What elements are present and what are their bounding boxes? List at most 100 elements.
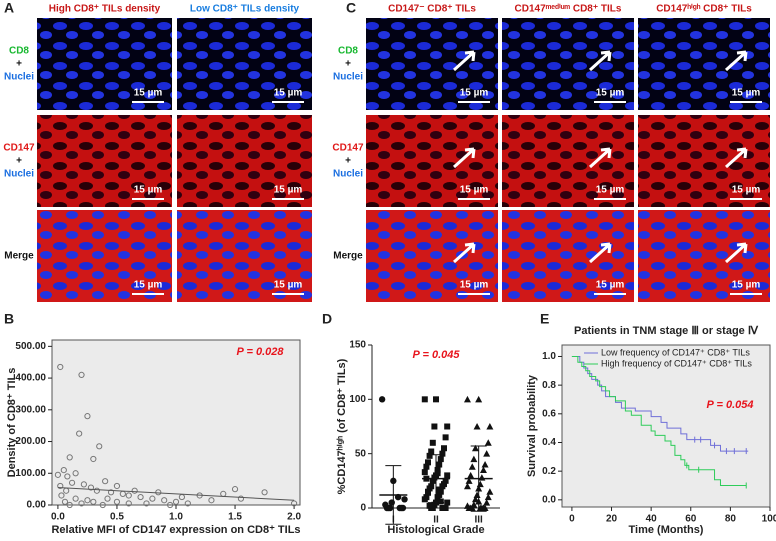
point bbox=[463, 502, 471, 509]
y-tick-label: 0.2 bbox=[542, 466, 556, 477]
arrow bbox=[724, 50, 748, 72]
y-axis-label: Density of CD8⁺ TILs bbox=[6, 368, 18, 478]
scale-bar-label: 15 µm bbox=[596, 280, 625, 291]
x-tick-label: 60 bbox=[685, 514, 697, 525]
column-header: Low CD8⁺ TILs density bbox=[190, 4, 300, 15]
micrograph bbox=[502, 115, 634, 207]
point bbox=[388, 499, 395, 506]
point bbox=[470, 455, 478, 463]
row-label: Nuclei bbox=[4, 169, 34, 180]
point bbox=[231, 486, 239, 493]
point bbox=[433, 396, 439, 403]
point bbox=[431, 474, 438, 481]
scale-bar-label: 15 µm bbox=[274, 185, 303, 196]
point bbox=[442, 477, 449, 484]
column-header: CD147ᵐᵉᵈⁱᵘᵐ CD8⁺ TILs bbox=[515, 3, 622, 15]
x-tick-label: 100 bbox=[762, 514, 776, 525]
point bbox=[54, 471, 62, 478]
point bbox=[261, 489, 268, 496]
y-tick-label: 100.00 bbox=[15, 468, 46, 479]
arrow bbox=[724, 242, 748, 264]
p-value: P = 0.028 bbox=[237, 346, 285, 358]
point bbox=[484, 439, 492, 446]
point bbox=[437, 498, 444, 505]
scale-bar-label: 15 µm bbox=[460, 88, 489, 99]
micrograph bbox=[638, 115, 770, 207]
point bbox=[66, 454, 73, 461]
scale-bar-label: 15 µm bbox=[460, 280, 489, 291]
row-label: CD8 bbox=[9, 46, 29, 57]
arrow bbox=[452, 50, 476, 72]
point bbox=[166, 501, 174, 509]
point bbox=[84, 497, 91, 504]
point bbox=[434, 494, 441, 501]
point bbox=[72, 470, 79, 477]
point bbox=[481, 461, 489, 468]
point bbox=[429, 477, 436, 484]
point bbox=[471, 444, 479, 452]
point bbox=[483, 450, 491, 457]
point bbox=[78, 500, 85, 507]
micrograph bbox=[366, 18, 498, 110]
point bbox=[421, 396, 428, 403]
survival-curve bbox=[571, 355, 747, 486]
point bbox=[161, 497, 168, 504]
y-tick-label: 50 bbox=[355, 448, 367, 459]
y-tick-label: 200.00 bbox=[15, 436, 46, 447]
point bbox=[463, 482, 471, 490]
point bbox=[426, 485, 433, 492]
panel-label: A bbox=[4, 0, 14, 16]
point bbox=[57, 363, 64, 371]
point bbox=[72, 495, 79, 502]
panel-label: B bbox=[4, 311, 14, 327]
point bbox=[60, 466, 67, 474]
column-header: CD147ʰⁱᵍʰ CD8⁺ TILs bbox=[656, 3, 752, 15]
point bbox=[473, 423, 481, 430]
point bbox=[58, 492, 65, 499]
point bbox=[444, 423, 451, 430]
scale-bar-label: 15 µm bbox=[732, 88, 761, 99]
point bbox=[137, 493, 144, 501]
point bbox=[423, 463, 430, 470]
point bbox=[113, 482, 121, 490]
y-tick-label: 500.00 bbox=[15, 341, 46, 352]
row-label: CD8 bbox=[338, 46, 358, 57]
point bbox=[434, 466, 441, 473]
x-tick-label: 0.5 bbox=[110, 512, 124, 523]
x-tick-label: 2.0 bbox=[287, 512, 301, 523]
point bbox=[467, 471, 475, 479]
point bbox=[425, 489, 431, 496]
point bbox=[172, 498, 180, 505]
point bbox=[61, 498, 69, 505]
arrow bbox=[452, 147, 476, 169]
point bbox=[439, 483, 446, 490]
point bbox=[64, 473, 71, 480]
y-tick-label: 0.8 bbox=[542, 380, 556, 391]
point bbox=[486, 488, 494, 495]
x-axis-label: Relative MFI of CD147 expression on CD8⁺… bbox=[51, 524, 300, 536]
point bbox=[78, 371, 85, 379]
p-value: P = 0.054 bbox=[707, 399, 754, 411]
row-label: Merge bbox=[333, 251, 363, 262]
scale-bar-label: 15 µm bbox=[134, 185, 163, 196]
x-tick-label: II bbox=[433, 515, 439, 526]
point bbox=[486, 423, 494, 430]
micrograph bbox=[37, 18, 172, 110]
row-label: + bbox=[345, 59, 351, 70]
legend-label: Low frequency of CD147⁺ CD8⁺ TILs bbox=[601, 347, 750, 357]
row-label: + bbox=[345, 156, 351, 167]
micrograph bbox=[366, 210, 498, 302]
y-axis-label: Survival probability bbox=[526, 374, 538, 477]
point bbox=[434, 470, 441, 477]
y-tick-label: 300.00 bbox=[15, 404, 46, 415]
point bbox=[80, 481, 87, 488]
x-tick-label: 1.5 bbox=[228, 512, 242, 523]
y-tick-label: 0.4 bbox=[542, 437, 556, 448]
point bbox=[125, 500, 132, 507]
y-tick-label: 0 bbox=[360, 503, 366, 514]
point bbox=[426, 452, 433, 459]
point bbox=[426, 502, 433, 509]
scale-bar-label: 15 µm bbox=[732, 185, 761, 196]
scale-bar-label: 15 µm bbox=[274, 88, 303, 99]
micrograph bbox=[502, 18, 634, 110]
